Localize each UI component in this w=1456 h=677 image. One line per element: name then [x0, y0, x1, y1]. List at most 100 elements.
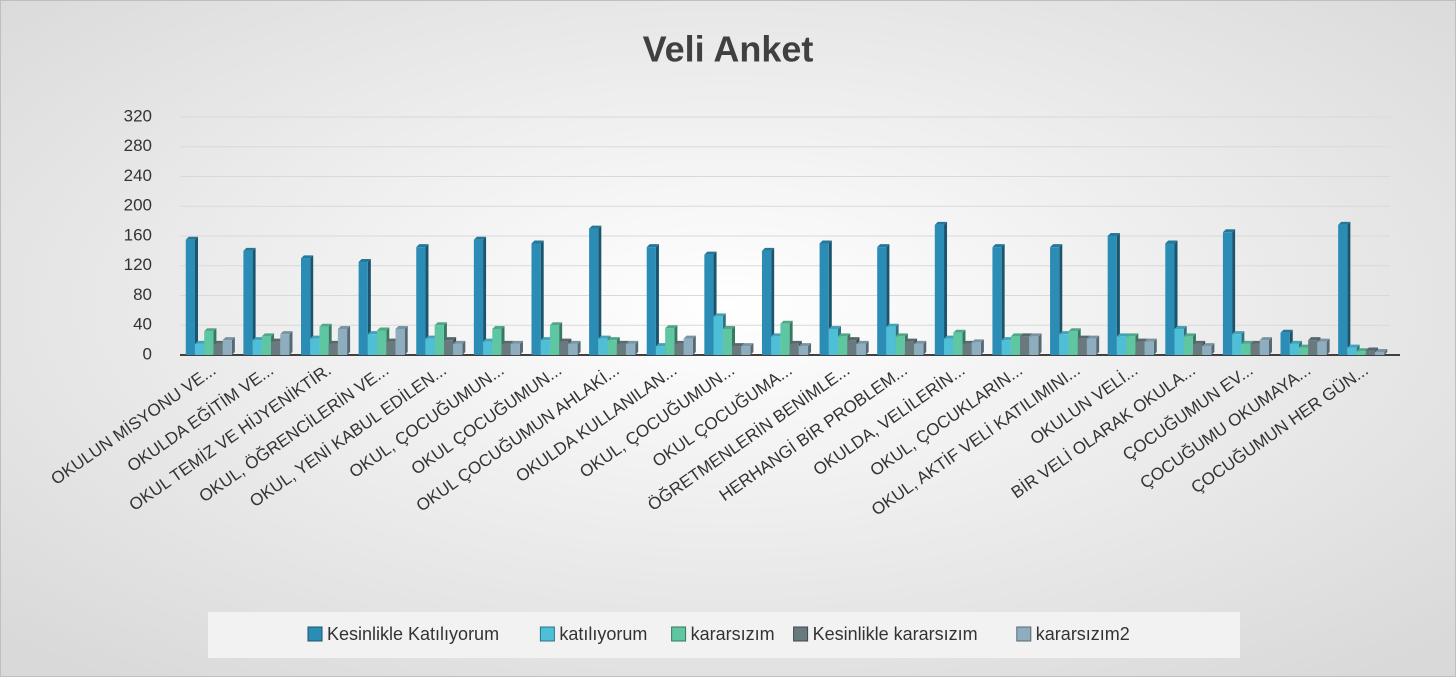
bar-top: [1308, 337, 1321, 341]
bar-top: [1375, 349, 1388, 353]
bar-top: [301, 255, 314, 259]
bar-front: [568, 343, 578, 355]
bar-front: [789, 343, 799, 355]
bar-top: [1001, 337, 1014, 341]
bar-side: [540, 240, 544, 355]
bar-top: [1107, 233, 1120, 236]
bar-top: [598, 335, 611, 339]
bar: [395, 325, 408, 355]
bar-front: [616, 343, 626, 355]
bar-side: [808, 343, 812, 355]
bar-top: [904, 338, 918, 342]
bar-top: [1174, 325, 1187, 329]
bar-front: [483, 341, 493, 355]
bar-front: [962, 343, 972, 355]
legend-label: kararsızım2: [1036, 624, 1130, 644]
legend-swatch: [307, 626, 323, 642]
bar: [453, 340, 466, 355]
bar-front: [1202, 346, 1212, 355]
bar-front: [1365, 350, 1376, 355]
bar-top: [914, 340, 927, 344]
bar-top: [328, 340, 341, 344]
bar-front: [992, 247, 1002, 355]
bar-front: [1356, 351, 1366, 355]
bar-side: [231, 337, 235, 355]
bar: [1029, 333, 1042, 355]
bar-top: [771, 333, 784, 337]
bar-top: [510, 340, 523, 344]
bar-top: [1338, 221, 1351, 225]
bar-top: [789, 340, 802, 344]
bar-front: [877, 247, 887, 355]
bar-front: [1241, 343, 1251, 355]
bar-top: [443, 337, 457, 341]
bar-front: [1107, 236, 1117, 355]
bar-top: [780, 320, 793, 324]
bar: [1144, 338, 1157, 355]
bar-top: [607, 337, 620, 341]
bar-front: [886, 326, 896, 355]
bar-side: [367, 259, 371, 355]
bar-front: [1183, 336, 1193, 355]
bar-front: [416, 247, 426, 355]
bar-top: [1183, 333, 1196, 337]
bar-front: [1232, 334, 1242, 355]
bar-front: [1001, 340, 1011, 355]
bar-front: [531, 243, 541, 355]
bar-front: [904, 341, 915, 355]
bar-side: [194, 236, 198, 355]
y-tick-label: 240: [124, 166, 152, 185]
bar-side: [519, 340, 523, 355]
bar-front: [1289, 343, 1299, 355]
legend-label: kararsızım: [691, 624, 775, 644]
bar: [416, 244, 429, 355]
bar-front: [319, 326, 329, 355]
bar-front: [1077, 338, 1087, 355]
bar-top: [358, 259, 371, 263]
bar: [358, 259, 371, 355]
bar-front: [934, 224, 945, 355]
bar-top: [337, 325, 351, 329]
bar-top: [1202, 343, 1215, 347]
bar: [934, 221, 948, 355]
bar-front: [473, 239, 484, 355]
bar-side: [1211, 343, 1215, 355]
bar-front: [598, 338, 608, 355]
bar-front: [301, 258, 311, 355]
bar-front: [944, 338, 954, 355]
bar: [741, 343, 754, 355]
bar-front: [1338, 224, 1348, 355]
bar: [1338, 221, 1351, 355]
bar-front: [1029, 336, 1039, 355]
bar-front: [704, 254, 714, 355]
bar-top: [1126, 333, 1139, 337]
bar: [1222, 229, 1236, 355]
bar-front: [1308, 340, 1318, 355]
legend-swatch: [1016, 626, 1032, 642]
chart-title: Veli Anket: [643, 29, 814, 70]
bar-front: [819, 243, 829, 355]
bar-front: [953, 332, 963, 355]
bar-front: [337, 328, 348, 355]
bar-top: [549, 322, 563, 326]
y-tick-label: 280: [124, 136, 152, 155]
bar-top: [895, 333, 908, 337]
bar-front: [625, 343, 636, 355]
bar-top: [377, 327, 390, 331]
bar-top: [483, 338, 496, 342]
bar: [683, 335, 696, 355]
bar-top: [261, 333, 275, 337]
bar-side: [944, 221, 948, 355]
bar-front: [443, 340, 454, 355]
bar-front: [386, 341, 396, 355]
bar: [1165, 240, 1178, 355]
bar-top: [877, 244, 890, 248]
bar: [819, 240, 832, 355]
bar-top: [1116, 333, 1130, 337]
bar-top: [704, 251, 717, 255]
bar-side: [771, 247, 775, 355]
bar-top: [1222, 229, 1236, 233]
bar-front: [358, 262, 368, 355]
bar-front: [847, 340, 857, 355]
